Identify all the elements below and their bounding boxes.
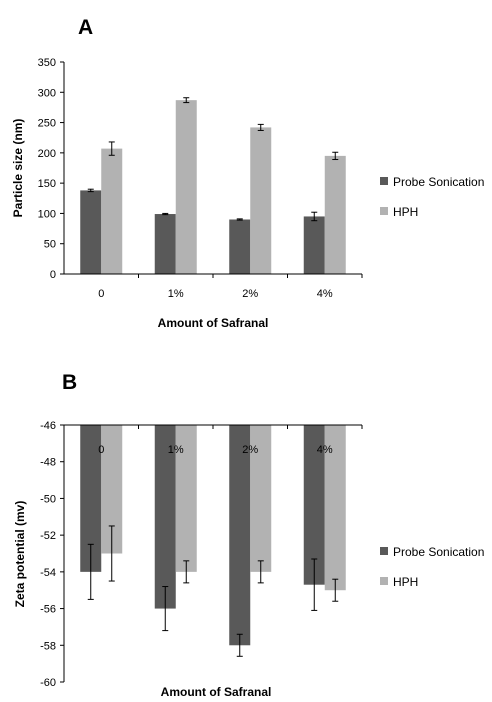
x-tick-label: 2% <box>242 444 258 456</box>
panel-a-legend: Probe Sonication HPH <box>380 175 484 219</box>
panel-b-x-axis-title: Amount of Safranal <box>161 685 272 699</box>
y-tick-label: 200 <box>38 148 56 160</box>
error-bar <box>257 560 264 584</box>
y-tick-label: -52 <box>40 530 56 542</box>
panel-b-legend: Probe Sonication HPH <box>380 545 484 589</box>
error-bar <box>311 558 318 611</box>
panel-a-label: A <box>78 16 93 39</box>
x-tick-label: 4% <box>317 288 333 300</box>
x-tick-label: 0 <box>98 444 104 456</box>
y-tick-label: 350 <box>38 57 56 69</box>
legend-label-probe-sonication: Probe Sonication <box>393 545 484 559</box>
bar-hph <box>250 127 272 274</box>
bar-probe-sonication <box>229 425 251 646</box>
panel-a-x-ticks: 0 1% 2% 4% <box>98 274 363 300</box>
panel-a-error-bars <box>87 97 339 222</box>
error-bar <box>257 123 264 131</box>
error-bar <box>162 212 169 216</box>
y-tick-label: 150 <box>38 178 56 190</box>
x-tick-label: 1% <box>168 288 184 300</box>
legend-swatch-hph <box>380 207 388 215</box>
bar-probe-sonication <box>303 425 325 585</box>
panel-b-x-ticks: 0 1% 2% 4% <box>98 425 363 456</box>
y-tick-label: 50 <box>44 239 56 251</box>
panel-a-x-axis-title: Amount of Safranal <box>158 316 269 330</box>
x-tick-label: 2% <box>242 288 258 300</box>
y-tick-label: -56 <box>40 604 56 616</box>
legend-swatch-hph <box>380 577 388 585</box>
bar-hph <box>101 425 123 554</box>
bar-hph <box>324 425 346 591</box>
error-bar <box>87 188 94 193</box>
legend-label-hph: HPH <box>393 205 418 219</box>
legend-label-probe-sonication: Probe Sonication <box>393 175 484 189</box>
error-bar <box>311 211 318 222</box>
panel-a-y-ticks: 0 50 100 150 200 250 300 350 <box>38 57 64 281</box>
y-tick-label: -50 <box>40 493 56 505</box>
bar-probe-sonication <box>154 214 176 274</box>
y-tick-label: -60 <box>40 677 56 689</box>
error-bar <box>183 97 190 104</box>
panel-b-error-bars <box>87 525 339 657</box>
bar-hph <box>250 425 272 572</box>
legend-swatch-probe-sonication <box>380 547 388 555</box>
panel-b-chart: B Zeta potential (mv) Amount of Safranal… <box>13 371 484 699</box>
panel-a-chart: A Particle size (nm) Amount of Safranal … <box>11 16 484 330</box>
y-tick-label: -46 <box>40 420 56 432</box>
x-tick-label: 1% <box>168 444 184 456</box>
panel-b-bars <box>80 425 346 646</box>
x-tick-label: 0 <box>98 288 104 300</box>
y-tick-label: 100 <box>38 208 56 220</box>
bar-hph <box>324 155 346 274</box>
panel-a-y-axis-title: Particle size (nm) <box>11 119 25 218</box>
error-bar <box>332 151 339 161</box>
y-tick-label: -54 <box>40 567 56 579</box>
panel-b-y-ticks: -46 -48 -50 -52 -54 -56 -58 -60 <box>40 420 64 689</box>
y-tick-label: -58 <box>40 640 56 652</box>
bar-probe-sonication <box>229 219 251 274</box>
bar-hph <box>175 100 197 274</box>
panel-a-bars <box>80 100 346 274</box>
x-tick-label: 4% <box>317 444 333 456</box>
error-bar <box>108 141 115 156</box>
legend-swatch-probe-sonication <box>380 177 388 185</box>
error-bar <box>108 525 115 582</box>
error-bar <box>236 218 243 221</box>
error-bar <box>162 586 169 632</box>
bar-hph <box>101 148 123 274</box>
bar-probe-sonication <box>303 216 325 274</box>
error-bar <box>332 578 339 602</box>
legend-label-hph: HPH <box>393 575 418 589</box>
panel-b-y-axis-title: Zeta potential (mv) <box>13 501 27 608</box>
y-tick-label: 0 <box>50 269 56 281</box>
bar-probe-sonication <box>80 425 102 572</box>
y-tick-label: -48 <box>40 457 56 469</box>
error-bar <box>183 560 190 584</box>
bar-probe-sonication <box>154 425 176 609</box>
bar-hph <box>175 425 197 572</box>
error-bar <box>87 543 94 600</box>
error-bar <box>236 633 243 657</box>
y-tick-label: 250 <box>38 118 56 130</box>
y-tick-label: 300 <box>38 87 56 99</box>
panel-b-label: B <box>62 371 77 394</box>
bar-probe-sonication <box>80 190 102 274</box>
